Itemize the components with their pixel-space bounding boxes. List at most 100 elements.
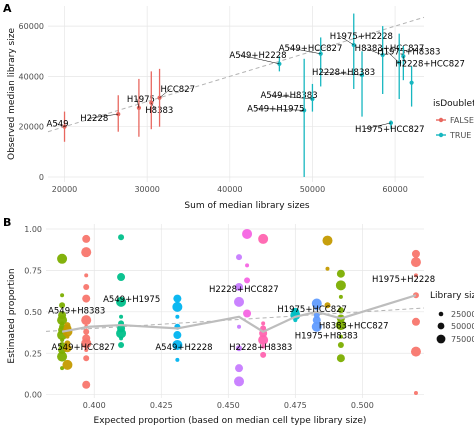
panel-b-point: [338, 334, 343, 339]
panel-b-point: [325, 266, 330, 271]
panel-b-point: [84, 273, 89, 278]
panel-a-label-leader: [239, 54, 280, 65]
panel-b-point: [172, 339, 183, 350]
panel-a-xtick-label: 60000: [382, 185, 407, 194]
panel-a-label-leader: [403, 56, 406, 64]
panel-b-group-label: H2228+HCC827: [209, 285, 279, 295]
panel-a-legend-false: FALSE: [436, 116, 474, 125]
size-legend-large-label: 75000: [451, 335, 474, 344]
panel-a-label-leader: [159, 88, 171, 98]
panel-b-point: [81, 315, 92, 326]
panel-b-point: [413, 391, 418, 396]
panel-a-label-leader: [322, 71, 363, 76]
panel-a-ytick-label: 20000: [19, 123, 44, 132]
panel-a-point-label: A549+H1975: [247, 104, 304, 114]
panel-b-ytick-label: 0.75: [24, 266, 42, 275]
panel-b-point: [119, 314, 124, 319]
panel-b-point: [242, 228, 253, 239]
panel-b-ylabel: Estimated proportion: [7, 268, 17, 363]
panel-b-legend-medium: 50000: [437, 322, 474, 331]
panel-b-point: [59, 341, 66, 348]
panel-b-point: [234, 376, 245, 387]
panel-b-point: [84, 347, 89, 352]
panel-b-point: [116, 296, 127, 307]
legend-false-key: [438, 117, 444, 123]
panel-b-point: [258, 233, 269, 244]
panel-b-point: [258, 335, 269, 345]
panel-b-point: [336, 269, 345, 278]
panel-b-point: [235, 364, 244, 373]
panel-b-point: [58, 311, 67, 320]
panel-b-point: [83, 355, 90, 362]
panel-a-ytick-label: 60000: [19, 22, 44, 31]
panel-b-point: [235, 282, 244, 291]
panel-b-point: [82, 294, 91, 303]
size-legend-medium-key: [437, 322, 445, 330]
panel-a-xtick-label: 20000: [52, 185, 77, 194]
panel-a-label-leader: [387, 51, 400, 63]
panel-a-point-label: HCC827: [161, 85, 196, 95]
panel-a-point-label: A549+HCC827: [279, 44, 343, 54]
panel-b-group-label: H1975+HCC827: [277, 305, 347, 315]
panel-b-point: [63, 344, 72, 353]
panel-a-ytick-label: 40000: [19, 72, 44, 81]
panel-b-ytick-label: 0.00: [24, 391, 42, 400]
legend-false-label: FALSE: [450, 116, 474, 125]
panel-a-point-label: H2228: [80, 114, 108, 124]
panel-a-point-label: H1975+H8383: [377, 48, 440, 58]
panel-b-ytick-label: 1.00: [24, 225, 42, 234]
panel-a-point: [318, 51, 323, 56]
panel-b-point: [83, 328, 90, 335]
panel-b-group-label: A549+H2228: [155, 343, 212, 353]
panel-b-legend-small: 25000: [438, 310, 474, 319]
panel-b-point: [237, 324, 242, 329]
panel-a-plot: 20000 30000 40000 50000 60000 0 20000 40000 6000…: [19, 6, 465, 194]
panel-b-panel-bg: [46, 224, 424, 398]
panel-a-legend-true: TRUE: [436, 131, 471, 140]
panel-b-median-line: [61, 294, 417, 333]
panel-a-point-label: H2228+HCC827: [395, 59, 465, 69]
panel-b-legend-large: 75000: [436, 334, 474, 344]
panel-b-point: [172, 301, 183, 312]
panel-b-point: [173, 294, 182, 303]
panel-b-legend-title: Library size: [430, 291, 474, 301]
panel-a-panel-bg: [48, 6, 424, 182]
panel-a-point-label: H1975+H2228: [330, 32, 393, 42]
panel-b-point: [118, 341, 125, 348]
panel-a-reference-line: [47, 16, 425, 133]
panel-b-point: [261, 321, 266, 326]
panel-b-point: [62, 359, 73, 370]
panel-b-point: [236, 254, 243, 261]
panel-b-point: [245, 263, 250, 268]
panel-a-label-leader: [270, 94, 313, 100]
panel-b-point: [243, 309, 252, 318]
panel-b-point: [337, 341, 344, 348]
panel-b-point: [60, 293, 65, 298]
legend-true-key: [438, 132, 444, 138]
panel-b-letter: B: [3, 216, 11, 229]
panel-b-point: [410, 346, 421, 357]
panel-b-point: [410, 257, 421, 268]
panel-a-point: [277, 61, 282, 66]
panel-b-point: [64, 322, 71, 329]
panel-b-xtick-label: 0.425: [150, 401, 173, 410]
panel-b-group-label: H8383+HCC827: [319, 321, 389, 331]
panel-a-point: [149, 100, 154, 105]
panel-b-point: [57, 351, 68, 362]
panel-b-point: [83, 283, 90, 290]
panel-a-label-leader: [90, 113, 119, 119]
panel-b-point: [324, 302, 331, 309]
panel-b-xlabel: Expected proportion (based on median cel…: [94, 416, 367, 426]
panel-b-group-label: H1975+H2228: [372, 275, 435, 285]
panel-b-point: [64, 340, 71, 347]
panel-a-ytick-label: 0: [39, 173, 44, 182]
panel-a-label-leader: [257, 108, 305, 111]
panel-b-point: [313, 312, 320, 319]
panel-a-point-label: A549+H8383: [260, 91, 317, 101]
panel-b-ytick-label: 0.25: [24, 349, 42, 358]
panel-b-point: [413, 273, 418, 278]
panel-b-xtick-label: 0.500: [351, 401, 374, 410]
panel-b-xtick-label: 0.400: [83, 401, 106, 410]
size-legend-medium-label: 50000: [451, 322, 474, 331]
